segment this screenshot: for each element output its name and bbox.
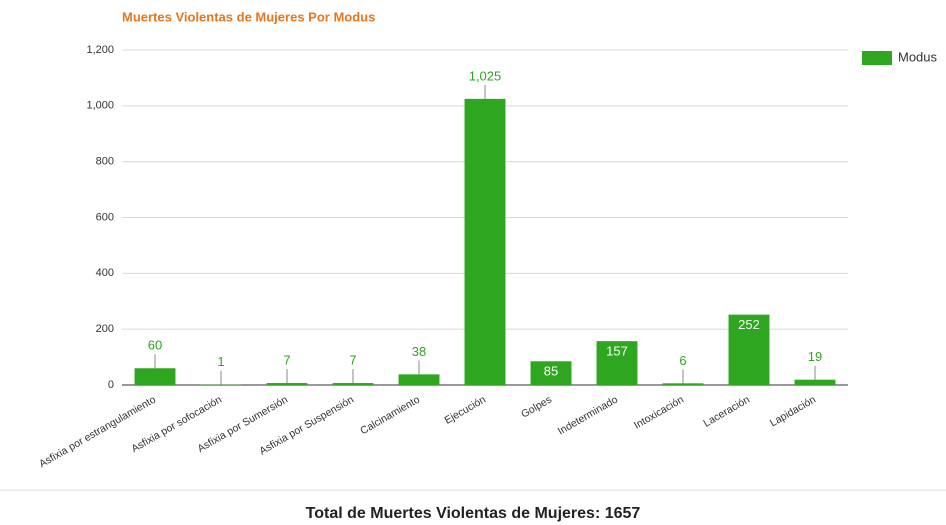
data-label: 252 (738, 317, 760, 332)
bar (530, 361, 572, 385)
y-tick-label: 600 (96, 211, 114, 223)
data-label: 1,025 (469, 68, 502, 83)
y-tick-label: 200 (96, 323, 114, 335)
x-tick-label: Intoxicación (632, 394, 686, 432)
y-tick-label: 1,000 (86, 100, 114, 112)
legend-swatch (862, 51, 892, 65)
data-label: 19 (808, 349, 822, 364)
legend-label: Modus (898, 49, 938, 64)
y-tick-label: 1,200 (86, 44, 114, 56)
bar (332, 383, 374, 385)
data-label: 85 (544, 364, 558, 379)
bar (398, 374, 440, 385)
bar (662, 383, 704, 385)
data-label: 60 (148, 338, 162, 353)
x-tick-label: Ejecución (442, 394, 488, 427)
x-tick-label: Lapidación (768, 394, 818, 430)
x-tick-label: Asfixia por estrangulamiento (37, 394, 158, 471)
data-label: 1 (217, 354, 224, 369)
bar (596, 341, 638, 385)
y-tick-label: 800 (96, 156, 114, 168)
data-label: 6 (679, 353, 686, 368)
y-tick-label: 400 (96, 267, 114, 279)
data-label: 7 (283, 352, 290, 367)
bar (728, 314, 770, 385)
bar (464, 98, 506, 386)
x-tick-label: Laceración (701, 394, 752, 430)
bar (266, 383, 308, 385)
bar (134, 368, 176, 385)
data-label: 157 (606, 344, 628, 359)
caption: Total de Muertes Violentas de Mujeres: 1… (306, 505, 641, 522)
data-label: 7 (349, 352, 356, 367)
chart-title: Muertes Violentas de Mujeres Por Modus (122, 9, 375, 24)
y-tick-label: 0 (108, 379, 114, 391)
bar (794, 379, 836, 385)
x-tick-label: Golpes (519, 394, 554, 421)
x-tick-label: Calcinamiento (358, 394, 422, 438)
data-label: 38 (412, 344, 426, 359)
x-tick-label: Indeterminado (556, 394, 620, 438)
